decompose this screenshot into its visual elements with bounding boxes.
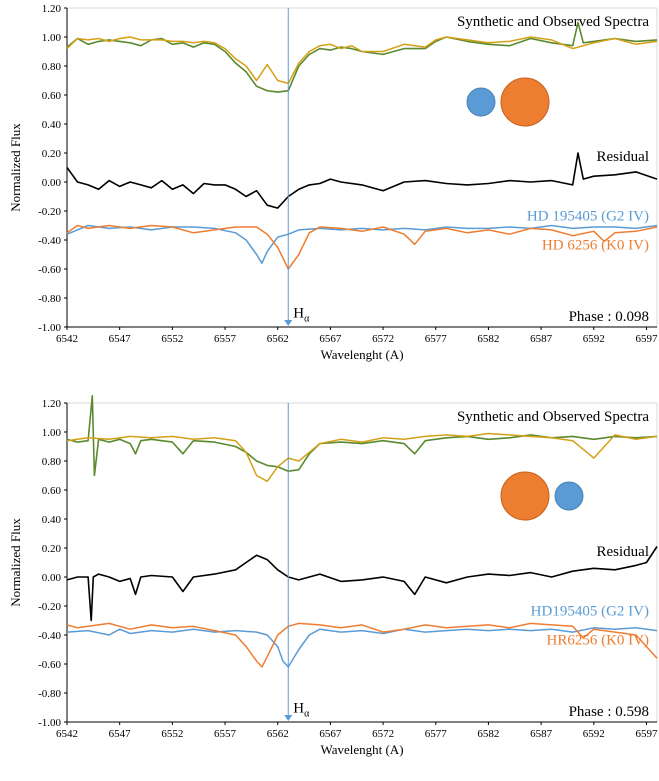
x-tick-label: 6547 [109,333,132,345]
y-tick-label: 0.60 [42,485,62,497]
x-tick-label: 6542 [56,333,78,345]
residual-label: Residual [597,149,650,165]
x-tick-label: 6557 [214,333,237,345]
x-tick-labels: 6542 6547 6552 6557 6562 6567 6572 6577 6582 6587… [56,722,658,740]
x-tick-label: 6567 [319,333,342,345]
x-tick-label: 6582 [477,728,499,740]
x-tick-label: 6577 [425,728,448,740]
y-tick-label: -0.80 [38,688,61,700]
phase-label: Phase : 0.098 [569,309,649,325]
y-tick-label: 1.00 [42,427,62,439]
star-disk-b [500,77,550,127]
series-observed-line [66,21,658,93]
plot-area: 1.20 1.00 0.80 0.60 0.40 0.20 0.00 -0.20 -0.40 -0… [38,3,658,345]
y-tick-label: -0.60 [38,659,61,671]
y-tick-labels: 1.20 1.00 0.80 0.60 0.40 0.20 0.00 -0.20 -0.40 -0… [38,398,67,729]
x-tick-label: 6587 [530,728,553,740]
x-tick-label: 6592 [583,333,605,345]
series-residual-line [66,152,658,209]
plot-area: 1.20 1.00 0.80 0.60 0.40 0.20 0.00 -0.20 -0.40 -0… [38,395,658,740]
y-tick-label: 1.20 [42,3,62,15]
x-tick-label: 6577 [425,333,448,345]
y-tick-labels: 1.20 1.00 0.80 0.60 0.40 0.20 0.00 -0.20 -0.40 -0… [38,3,67,334]
x-axis-label: Wavelenght (A) [320,347,403,362]
panel-phase-0598: 1.20 1.00 0.80 0.60 0.40 0.20 0.00 -0.20 -0.40 -0… [8,395,658,757]
series-primary-line [66,627,658,668]
y-tick-label: 0.20 [42,543,62,555]
x-tick-label: 6542 [56,728,78,740]
series-synthetic-line [66,432,658,483]
x-tick-label: 6572 [372,333,394,345]
x-tick-labels: 6542 6547 6552 6557 6562 6567 6572 6577 6582 6587… [56,327,658,345]
y-tick-label: -0.40 [38,630,61,642]
y-tick-label: -0.80 [38,293,61,305]
halpha-arrow-head [284,715,293,721]
star-disk-a [500,471,550,521]
y-tick-label: 0.20 [42,148,62,160]
y-tick-label: -0.40 [38,235,61,247]
series-group [66,21,658,270]
y-tick-label: -1.00 [38,717,61,729]
y-tick-label: 0.80 [42,61,62,73]
halpha-letter: H [293,305,304,321]
y-tick-label: 0.00 [42,572,62,584]
panel-phase-0098: 1.20 1.00 0.80 0.60 0.40 0.20 0.00 -0.20 -0.40 -0… [8,3,658,362]
phase-label: Phase : 0.598 [569,704,649,720]
synthetic-observed-label: Synthetic and Observed Spectra [457,14,649,30]
primary-star-label: HD 195405 (G2 IV) [527,208,649,224]
y-tick-label: 0.40 [42,119,62,131]
y-tick-label: -1.00 [38,322,61,334]
x-tick-label: 6597 [635,728,658,740]
x-tick-label: 6562 [267,728,289,740]
y-tick-label: 1.00 [42,32,62,44]
halpha-arrow-head [284,320,293,326]
primary-star-label: HD195405 (G2 IV) [531,603,649,619]
secondary-star-label: HR6256 (K0 IV) [547,632,650,648]
halpha-label: Hα [293,700,310,719]
x-tick-label: 6562 [267,333,289,345]
x-tick-label: 6547 [109,728,132,740]
series-secondary-line [66,622,658,668]
y-tick-label: -0.20 [38,206,61,218]
y-tick-label: 0.80 [42,456,62,468]
residual-label: Residual [597,544,650,560]
x-tick-label: 6557 [214,728,237,740]
x-tick-label: 6592 [583,728,605,740]
halpha-letter: H [293,700,304,716]
x-tick-label: 6597 [635,333,658,345]
y-axis-label: Normalized Flux [8,123,23,212]
x-tick-label: 6552 [161,333,183,345]
y-tick-label: 0.00 [42,177,62,189]
x-tick-label: 6587 [530,333,553,345]
secondary-star-label: HD 6256 (K0 IV) [542,237,649,253]
x-tick-label: 6567 [319,728,342,740]
series-synthetic-line [66,36,658,85]
x-tick-label: 6572 [372,728,394,740]
synthetic-observed-label: Synthetic and Observed Spectra [457,409,649,425]
y-axis-label: Normalized Flux [8,518,23,607]
y-tick-label: -0.60 [38,264,61,276]
x-tick-label: 6552 [161,728,183,740]
y-tick-label: 0.60 [42,90,62,102]
star-disk-b [554,481,584,511]
x-tick-label: 6582 [477,333,499,345]
x-axis-label: Wavelenght (A) [320,742,403,757]
y-tick-label: 0.40 [42,514,62,526]
y-tick-label: -0.20 [38,601,61,613]
series-observed-line [66,395,658,477]
series-secondary-line [66,224,658,270]
halpha-subscript: α [304,708,310,719]
halpha-subscript: α [304,313,310,324]
series-primary-line [66,224,658,264]
halpha-label: Hα [293,305,310,324]
y-tick-label: 1.20 [42,398,62,410]
star-disk-a [466,87,496,117]
